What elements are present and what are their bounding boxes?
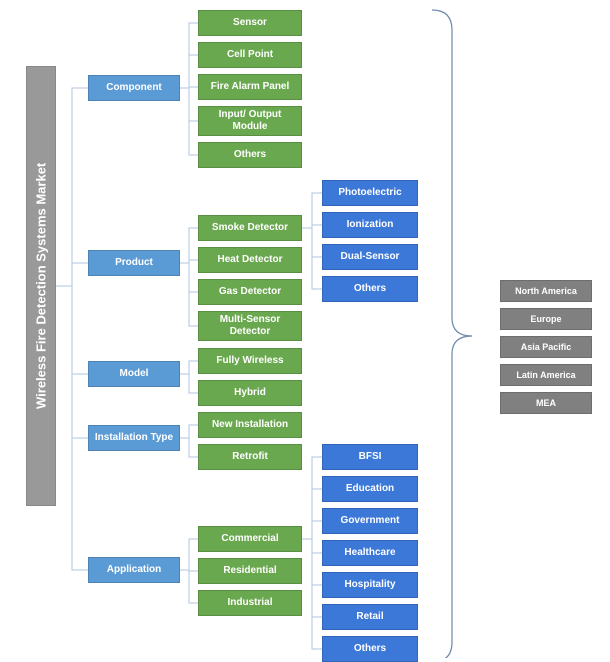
node-fap: Fire Alarm Panel <box>198 74 302 100</box>
node-photo: Photoelectric <box>322 180 418 206</box>
node-app_oth: Others <box>322 636 418 662</box>
node-install: Installation Type <box>88 425 180 451</box>
node-heat: Heat Detector <box>198 247 302 273</box>
node-gov: Government <box>322 508 418 534</box>
node-smoke: Smoke Detector <box>198 215 302 241</box>
node-health: Healthcare <box>322 540 418 566</box>
node-app: Application <box>88 557 180 583</box>
node-ion: Ionization <box>322 212 418 238</box>
root-title: Wireless Fire Detection Systems Market <box>26 66 56 506</box>
node-multi: Multi-Sensor Detector <box>198 311 302 341</box>
node-model: Model <box>88 361 180 387</box>
node-indus: Industrial <box>198 590 302 616</box>
node-fullwl: Fully Wireless <box>198 348 302 374</box>
node-retail: Retail <box>322 604 418 630</box>
node-component: Component <box>88 75 180 101</box>
node-resid: Residential <box>198 558 302 584</box>
node-iomod: Input/ Output Module <box>198 106 302 136</box>
node-sensor: Sensor <box>198 10 302 36</box>
node-sm_oth: Others <box>322 276 418 302</box>
node-bfsi: BFSI <box>322 444 418 470</box>
node-comp_oth: Others <box>198 142 302 168</box>
node-dual: Dual-Sensor <box>322 244 418 270</box>
node-comm: Commercial <box>198 526 302 552</box>
region-0: North America <box>500 280 592 302</box>
node-edu: Education <box>322 476 418 502</box>
region-4: MEA <box>500 392 592 414</box>
region-2: Asia Pacific <box>500 336 592 358</box>
node-cellpoint: Cell Point <box>198 42 302 68</box>
node-retro: Retrofit <box>198 444 302 470</box>
region-3: Latin America <box>500 364 592 386</box>
node-product: Product <box>88 250 180 276</box>
node-gas: Gas Detector <box>198 279 302 305</box>
node-newinst: New Installation <box>198 412 302 438</box>
node-hosp: Hospitality <box>322 572 418 598</box>
node-hybrid: Hybrid <box>198 380 302 406</box>
region-1: Europe <box>500 308 592 330</box>
